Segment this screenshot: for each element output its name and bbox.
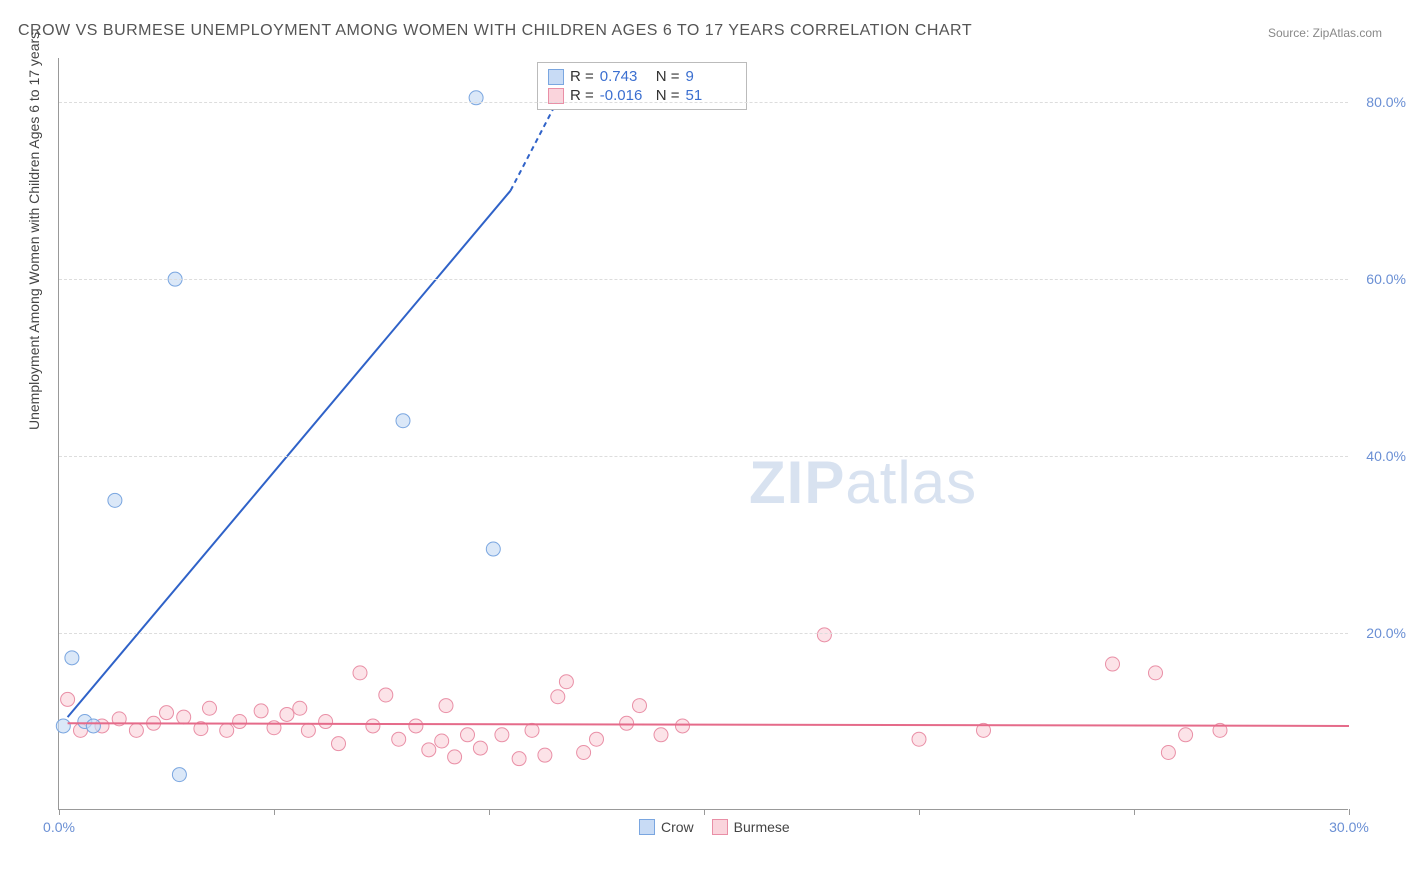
data-point[interactable] (129, 723, 143, 737)
data-point[interactable] (177, 710, 191, 724)
data-point[interactable] (293, 701, 307, 715)
data-point[interactable] (620, 716, 634, 730)
x-tick (489, 809, 490, 815)
data-point[interactable] (435, 734, 449, 748)
n-value-0: 9 (686, 68, 736, 85)
data-point[interactable] (1179, 728, 1193, 742)
data-point[interactable] (220, 723, 234, 737)
swatch-burmese (548, 88, 564, 104)
y-tick-label: 40.0% (1356, 448, 1406, 464)
data-point[interactable] (590, 732, 604, 746)
data-point[interactable] (86, 719, 100, 733)
stats-row-crow: R = 0.743 N = 9 (548, 67, 736, 86)
data-point[interactable] (422, 743, 436, 757)
x-tick (704, 809, 705, 815)
data-point[interactable] (301, 723, 315, 737)
data-point[interactable] (559, 675, 573, 689)
data-point[interactable] (254, 704, 268, 718)
data-point[interactable] (172, 768, 186, 782)
legend-swatch-burmese (712, 819, 728, 835)
data-point[interactable] (1149, 666, 1163, 680)
data-point[interactable] (473, 741, 487, 755)
chart-plot-area: ZIPatlas R = 0.743 N = 9 R = -0.016 N = … (58, 58, 1348, 810)
chart-legend: Crow Burmese (639, 819, 790, 835)
data-point[interactable] (233, 715, 247, 729)
data-point[interactable] (396, 414, 410, 428)
data-point[interactable] (486, 542, 500, 556)
chart-source: Source: ZipAtlas.com (1268, 26, 1382, 40)
data-point[interactable] (65, 651, 79, 665)
data-point[interactable] (379, 688, 393, 702)
y-axis-label: Unemployment Among Women with Children A… (26, 32, 42, 430)
data-point[interactable] (676, 719, 690, 733)
data-point[interactable] (409, 719, 423, 733)
n-label-0: N = (656, 68, 680, 85)
gridline-h (59, 102, 1348, 103)
data-point[interactable] (525, 723, 539, 737)
data-point[interactable] (439, 699, 453, 713)
swatch-crow (548, 69, 564, 85)
data-point[interactable] (495, 728, 509, 742)
data-point[interactable] (912, 732, 926, 746)
data-point[interactable] (551, 690, 565, 704)
x-tick (59, 809, 60, 815)
data-point[interactable] (392, 732, 406, 746)
trendline (68, 723, 1349, 726)
data-point[interactable] (461, 728, 475, 742)
data-point[interactable] (366, 719, 380, 733)
data-point[interactable] (203, 701, 217, 715)
data-point[interactable] (319, 715, 333, 729)
data-point[interactable] (56, 719, 70, 733)
chart-title: CROW VS BURMESE UNEMPLOYMENT AMONG WOMEN… (18, 22, 972, 40)
gridline-h (59, 456, 1348, 457)
x-tick (1134, 809, 1135, 815)
data-point[interactable] (633, 699, 647, 713)
x-tick (1349, 809, 1350, 815)
legend-label-burmese: Burmese (734, 819, 790, 835)
r-value-0: 0.743 (600, 68, 650, 85)
x-tick (919, 809, 920, 815)
gridline-h (59, 279, 1348, 280)
x-tick (274, 809, 275, 815)
x-tick-label: 30.0% (1329, 819, 1369, 835)
legend-item-crow[interactable]: Crow (639, 819, 694, 835)
data-point[interactable] (160, 706, 174, 720)
y-tick-label: 60.0% (1356, 271, 1406, 287)
data-point[interactable] (577, 745, 591, 759)
data-point[interactable] (538, 748, 552, 762)
data-point[interactable] (353, 666, 367, 680)
data-point[interactable] (512, 752, 526, 766)
data-point[interactable] (332, 737, 346, 751)
y-tick-label: 80.0% (1356, 94, 1406, 110)
data-point[interactable] (448, 750, 462, 764)
r-label-0: R = (570, 68, 594, 85)
legend-label-crow: Crow (661, 819, 694, 835)
data-point[interactable] (654, 728, 668, 742)
chart-svg (59, 58, 1348, 809)
legend-swatch-crow (639, 819, 655, 835)
data-point[interactable] (108, 493, 122, 507)
data-point[interactable] (280, 707, 294, 721)
data-point[interactable] (817, 628, 831, 642)
x-tick-label: 0.0% (43, 819, 75, 835)
y-tick-label: 20.0% (1356, 625, 1406, 641)
gridline-h (59, 633, 1348, 634)
legend-item-burmese[interactable]: Burmese (712, 819, 790, 835)
trendline (68, 191, 511, 717)
data-point[interactable] (61, 692, 75, 706)
data-point[interactable] (1106, 657, 1120, 671)
data-point[interactable] (1161, 745, 1175, 759)
